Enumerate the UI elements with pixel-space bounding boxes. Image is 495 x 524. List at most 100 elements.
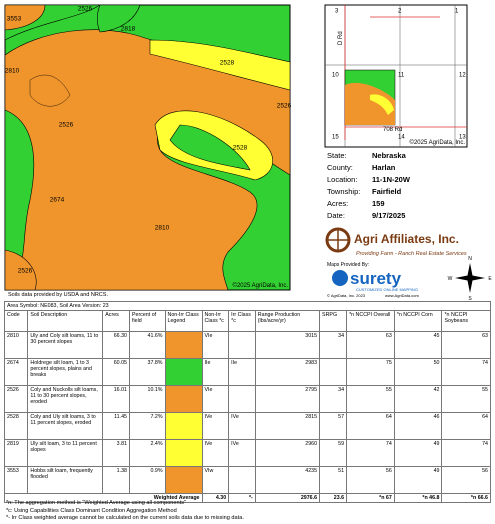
compass-letter: N (468, 256, 472, 262)
soil-label: 2526 (277, 103, 292, 110)
footnote: *- Irr Class weighted average cannot be … (6, 515, 244, 521)
table-cell: 3553 (3, 466, 29, 494)
table-cell: 1.38 (102, 466, 130, 494)
map-copyright: ©2025 AgriData, Inc. (233, 282, 289, 289)
compass-letter: S (468, 296, 472, 300)
soil-label: 2526 (78, 6, 93, 13)
road-label: D Rd (338, 31, 344, 45)
caption-row: Area Symbol: NE083, Soil Area Version: 2… (4, 301, 491, 311)
table-cell: 66.30 (102, 331, 130, 359)
table-cell: 75 (346, 358, 395, 386)
total-cell: *n 67 (346, 493, 395, 503)
compass-letter: E (488, 276, 492, 282)
table-cell: 41.6% (128, 331, 166, 359)
soil-table: Area Symbol: NE083, Soil Area Version: 2… (3, 301, 491, 503)
table-cell: Uly and Coly silt loams, 11 to 30 percen… (27, 331, 104, 359)
location-label: Location: (327, 175, 358, 184)
location-row: Township: Fairfield (327, 186, 410, 198)
location-label: Township: (327, 187, 361, 196)
table-cell: 4235 (254, 466, 321, 494)
footnote: *c: Using Capabilities Class Dominant Co… (6, 507, 177, 514)
provider-tag: CUSTOMIZED ONLINE MAPPING (356, 287, 418, 292)
table-cell: 55 (346, 385, 395, 413)
soil-label: 2526 (59, 122, 74, 129)
table-cell: 3.81 (102, 439, 130, 467)
provider-url: www.AgriData.com (385, 293, 419, 298)
header-cell: Soil Description (27, 310, 104, 332)
location-row: Acres: 159 (327, 198, 410, 210)
soil-label: 3553 (7, 16, 22, 23)
table-cell: 34 (319, 331, 348, 359)
legend-swatch (164, 358, 203, 386)
total-row: Weighted Average 4.30 *- 2976.6 23.6 *n 67 *n … (4, 493, 491, 503)
soil-row: 2674 Holdrege silt loam, 1 to 3 percent s… (3, 358, 491, 386)
section-number: 2 (398, 9, 402, 15)
table-cell: 49 (393, 439, 443, 467)
header-cell: Percent of field (128, 310, 166, 332)
table-cell: 59 (319, 439, 348, 467)
table-cell: 34 (319, 385, 348, 413)
section-number: 3 (335, 9, 339, 15)
table-cell: 49 (393, 466, 443, 494)
table-cell: 63 (441, 331, 491, 359)
table-cell: Hobbs silt loam, frequently flooded (27, 466, 104, 494)
table-cell: 2.4% (128, 439, 166, 467)
location-label: Acres: (327, 199, 349, 208)
maps-by: Maps Provided By: (327, 262, 369, 268)
table-cell: 45 (393, 331, 443, 359)
table-cell: 0.9% (128, 466, 166, 494)
location-value: Fairfield (372, 187, 402, 196)
table-cell: IVe (228, 439, 256, 467)
soil-row: 2528 Coly and Uly silt loams, 3 to 11 per… (3, 412, 491, 440)
table-cell (319, 358, 348, 386)
compass-letter: W (448, 276, 453, 282)
location-value: 11-1N-20W (372, 175, 410, 184)
location-value: 159 (372, 199, 385, 208)
table-cell (228, 385, 256, 413)
tagline: Providing Farm - Ranch Real Estate Servi… (356, 251, 467, 257)
table-cell: 2983 (254, 358, 321, 386)
table-cell: 3015 (254, 331, 321, 359)
header-cell: SRPG (319, 310, 348, 332)
footnotes: *n: The aggregation method is "Weighted … (6, 500, 244, 523)
section-number: 10 (332, 73, 339, 79)
table-cell: 60.05 (102, 358, 130, 386)
table-cell: IVe (228, 412, 256, 440)
header-cell: Irr Class *c (228, 310, 256, 332)
table-cell: 11.45 (102, 412, 130, 440)
table-cell: VIe (201, 331, 230, 359)
maps: 2526 3553 2818 2528 2810 2526 2526 2528 2674 2810… (4, 4, 492, 300)
provider-copy: © AgriData, Inc. 2023 (327, 293, 366, 298)
legend-swatch (164, 439, 203, 467)
table-cell: 16.01 (102, 385, 130, 413)
table-cell: 2528 (3, 412, 29, 440)
table-cell (228, 331, 256, 359)
table-cell: VIw (201, 466, 230, 494)
header-cell: Acres (102, 310, 130, 332)
legend-swatch (164, 331, 203, 359)
section-number: 11 (398, 73, 405, 79)
table-cell: 2960 (254, 439, 321, 467)
legend-swatch (164, 385, 203, 413)
total-cell: 23.6 (319, 493, 348, 503)
section-number: 13 (459, 135, 466, 141)
header-cell: *n NCCPI Soybeans (441, 310, 491, 332)
table-cell: IIe (228, 358, 256, 386)
total-label: Weighted Average (4, 493, 203, 503)
table-cell: Coly and Nuckolls silt loams, 11 to 30 p… (27, 385, 104, 413)
table-cell: 64 (441, 412, 491, 440)
table-cell: 2810 (3, 331, 29, 359)
table-cell: Uly silt loam, 3 to 11 percent slopes (27, 439, 104, 467)
header-cell: Non-Irr Class Legend (164, 310, 203, 332)
table-cell: 56 (441, 466, 491, 494)
section-number: 15 (332, 135, 339, 141)
table-cell: 74 (346, 439, 395, 467)
legend-swatch (164, 412, 203, 440)
soil-row: 2819 Uly silt loam, 3 to 11 percent slope… (3, 439, 491, 467)
table-cell: 46 (393, 412, 443, 440)
table-cell: IVe (201, 412, 230, 440)
location-row: Date: 9/17/2025 (327, 210, 410, 222)
location-value: Nebraska (372, 151, 406, 160)
location-label: County: (327, 163, 353, 172)
branding: Agri Affiliates, Inc. Providing Farm - R… (325, 227, 492, 300)
